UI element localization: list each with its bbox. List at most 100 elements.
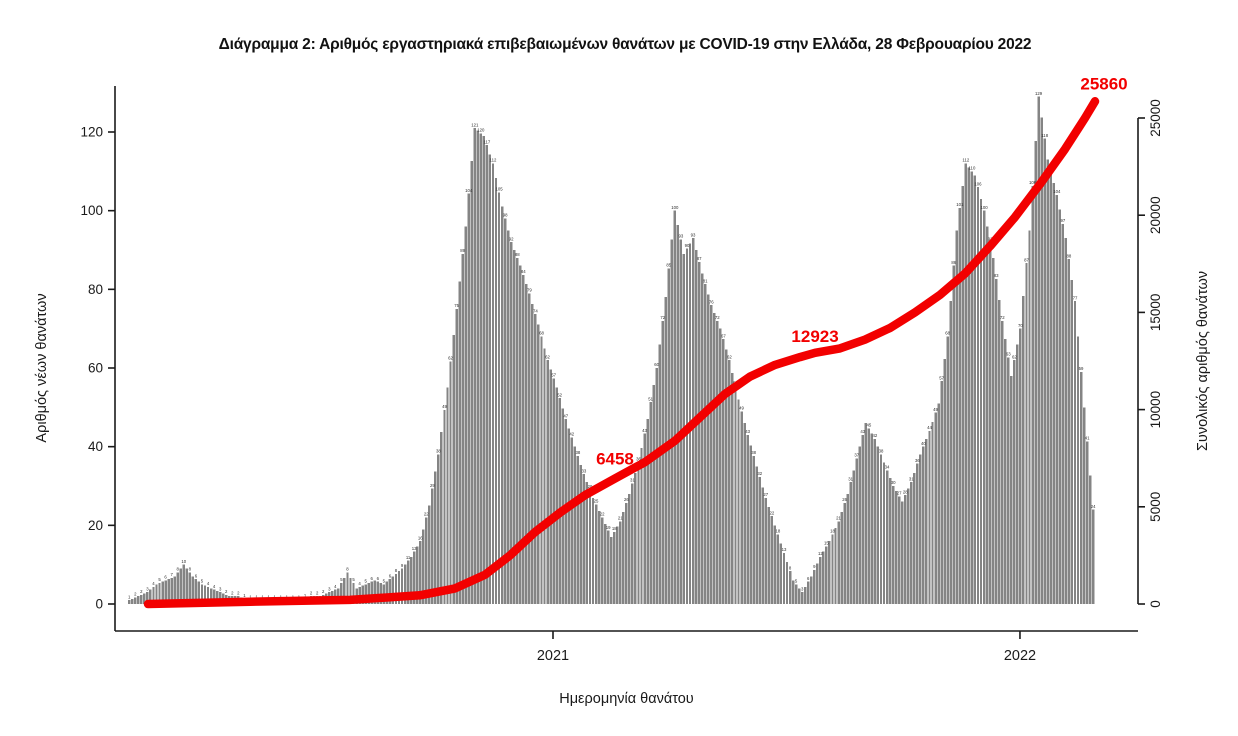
svg-text:62: 62 [1012, 354, 1017, 359]
svg-text:57: 57 [551, 373, 556, 378]
svg-text:77: 77 [1073, 295, 1078, 300]
annotation-25860: 25860 [1080, 74, 1127, 93]
svg-text:4: 4 [207, 581, 210, 586]
svg-text:6: 6 [371, 576, 374, 581]
svg-text:9: 9 [401, 563, 404, 568]
svg-text:2: 2 [322, 589, 325, 594]
y-right-axis-title: Συνολικός αριθμός θανάτων [1195, 271, 1211, 451]
svg-text:1: 1 [267, 594, 270, 599]
svg-text:13: 13 [412, 546, 417, 551]
svg-text:38: 38 [436, 449, 441, 454]
svg-text:90: 90 [685, 243, 690, 248]
svg-text:19: 19 [606, 525, 611, 530]
svg-text:92: 92 [988, 236, 993, 241]
svg-text:3: 3 [801, 586, 804, 591]
svg-text:1: 1 [280, 594, 283, 599]
svg-text:87: 87 [697, 256, 702, 261]
svg-text:100: 100 [671, 205, 679, 210]
svg-text:101: 101 [956, 202, 964, 207]
svg-text:15: 15 [824, 541, 829, 546]
svg-text:36: 36 [636, 457, 641, 462]
svg-text:8: 8 [395, 568, 398, 573]
svg-text:11: 11 [406, 555, 411, 560]
svg-text:8: 8 [177, 567, 180, 572]
svg-text:75: 75 [454, 303, 459, 308]
svg-text:34: 34 [885, 464, 890, 469]
axes [114, 86, 1139, 632]
svg-text:5: 5 [201, 579, 204, 584]
svg-text:52: 52 [557, 392, 562, 397]
svg-text:2: 2 [310, 590, 313, 595]
svg-text:87: 87 [1024, 257, 1029, 262]
svg-text:38: 38 [575, 450, 580, 455]
svg-text:31: 31 [909, 476, 914, 481]
svg-text:49: 49 [933, 407, 938, 412]
y-left-axis-title: Αριθμός νέων θανάτων [34, 293, 50, 442]
svg-text:43: 43 [642, 428, 647, 433]
svg-text:63: 63 [1006, 352, 1011, 357]
svg-text:0: 0 [1148, 600, 1163, 608]
svg-text:21: 21 [618, 516, 623, 521]
svg-text:20: 20 [88, 518, 103, 533]
svg-text:16: 16 [418, 535, 423, 540]
svg-text:40: 40 [88, 439, 103, 454]
svg-text:21: 21 [836, 516, 841, 521]
svg-text:2: 2 [237, 590, 240, 595]
svg-text:79: 79 [527, 287, 532, 292]
svg-text:8: 8 [346, 567, 349, 572]
svg-text:106: 106 [1029, 180, 1037, 185]
svg-text:15000: 15000 [1148, 294, 1163, 332]
svg-text:29: 29 [430, 483, 435, 488]
y-axis-left: 0 20 40 60 80 100 120 [80, 125, 115, 612]
svg-text:6: 6 [807, 576, 810, 581]
svg-text:80: 80 [88, 282, 103, 297]
svg-text:59: 59 [1079, 366, 1084, 371]
svg-text:121: 121 [471, 122, 479, 127]
svg-text:4: 4 [152, 581, 155, 586]
svg-text:105: 105 [495, 187, 503, 192]
svg-text:2: 2 [225, 589, 228, 594]
svg-text:26: 26 [842, 497, 847, 502]
svg-text:3: 3 [328, 586, 331, 591]
svg-text:6: 6 [377, 576, 380, 581]
svg-text:28: 28 [903, 489, 908, 494]
svg-text:68: 68 [539, 331, 544, 336]
x-axis-title: Ημερομηνία θανάτου [559, 691, 694, 707]
svg-text:1: 1 [261, 594, 264, 599]
svg-text:72: 72 [715, 315, 720, 320]
svg-text:104: 104 [465, 188, 473, 193]
svg-text:92: 92 [509, 236, 514, 241]
svg-text:106: 106 [974, 181, 982, 186]
svg-text:72: 72 [660, 315, 665, 320]
svg-text:100: 100 [980, 205, 988, 210]
svg-text:37: 37 [854, 453, 859, 458]
svg-text:42: 42 [569, 432, 574, 437]
svg-text:8: 8 [189, 567, 192, 572]
svg-text:30: 30 [891, 480, 896, 485]
svg-text:74: 74 [533, 308, 538, 313]
svg-text:5: 5 [383, 579, 386, 584]
svg-text:49: 49 [739, 405, 744, 410]
svg-text:13: 13 [782, 547, 787, 552]
svg-text:68: 68 [945, 331, 950, 336]
y-axis-right: 0 5000 10000 15000 20000 25000 [1138, 99, 1163, 608]
svg-text:2: 2 [231, 590, 234, 595]
svg-text:38: 38 [879, 449, 884, 454]
svg-text:60: 60 [654, 362, 659, 367]
svg-text:1: 1 [255, 594, 258, 599]
svg-text:9: 9 [813, 564, 816, 569]
svg-text:72: 72 [1000, 315, 1005, 320]
svg-text:18: 18 [776, 529, 781, 534]
svg-text:112: 112 [962, 158, 969, 163]
svg-text:62: 62 [448, 356, 453, 361]
svg-text:2: 2 [140, 589, 143, 594]
svg-text:42: 42 [873, 433, 878, 438]
chart-title: Διάγραμμα 2: Αριθμός εργαστηριακά επιβεβ… [218, 36, 1032, 53]
svg-text:6: 6 [164, 575, 167, 580]
svg-text:88: 88 [515, 252, 520, 257]
svg-text:89: 89 [460, 248, 465, 253]
svg-text:43: 43 [860, 429, 865, 434]
svg-text:18: 18 [830, 529, 835, 534]
svg-text:7: 7 [170, 572, 173, 577]
